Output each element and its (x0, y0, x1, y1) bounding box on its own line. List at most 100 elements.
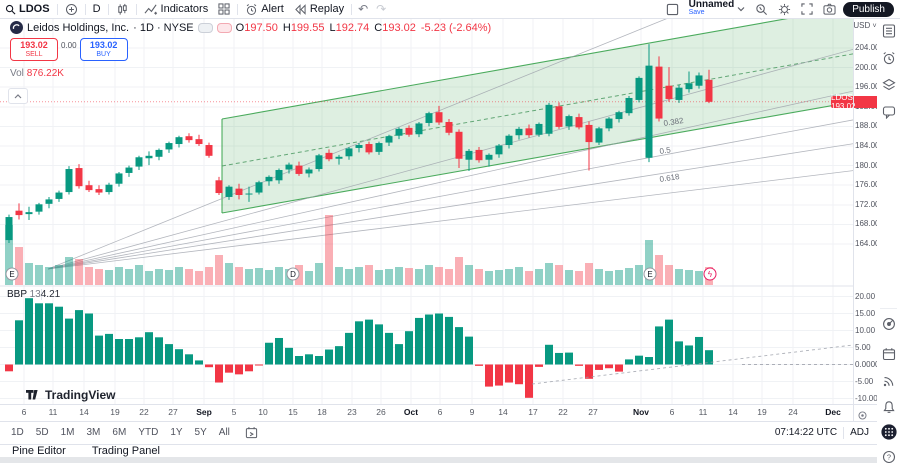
buy-price: 193.02 (89, 40, 118, 50)
collapse-pane-button[interactable] (8, 88, 28, 104)
time-tick: 11 (698, 407, 708, 417)
trend-line[interactable] (47, 142, 859, 270)
volume-bar (75, 259, 83, 285)
indicator-templates-button[interactable] (213, 0, 235, 18)
time-tick: 19 (757, 407, 767, 417)
range-1m[interactable]: 1M (60, 427, 75, 438)
settings-button[interactable] (773, 0, 796, 18)
range-5d[interactable]: 5D (35, 427, 49, 438)
fullscreen-button[interactable] (796, 0, 818, 18)
toolbar-right: Unnamed Save Publish (661, 0, 900, 18)
chart-style-button[interactable] (111, 0, 134, 18)
open-value: 197.50 (244, 21, 278, 34)
object-tree-button[interactable] (880, 76, 897, 93)
time-tick: 15 (288, 407, 298, 417)
currency-selector[interactable]: USD ˅ (853, 21, 877, 30)
range-5y[interactable]: 5Y (194, 427, 207, 438)
bbp-bar (255, 364, 263, 366)
alert-button[interactable]: Alert (240, 0, 289, 18)
range-1y[interactable]: 1Y (170, 427, 183, 438)
range-1d[interactable]: 1D (11, 427, 24, 438)
volume-bar (115, 267, 123, 285)
bbp-bar (465, 336, 473, 365)
help-button[interactable]: ? (880, 448, 897, 463)
axis-settings-button[interactable] (857, 408, 868, 426)
replay-button[interactable]: Replay (289, 0, 349, 18)
publish-button[interactable]: Publish (843, 1, 894, 17)
price-tick: 188.00 (855, 121, 880, 131)
buy-button[interactable]: 193.02 BUY (79, 38, 128, 61)
candle (405, 127, 413, 135)
notification-pill[interactable] (216, 22, 232, 33)
chat-bubble-icon (882, 105, 895, 119)
trend-line[interactable] (47, 169, 859, 270)
snapshot-button[interactable] (818, 0, 841, 18)
price-tick: 200.00 (855, 62, 880, 72)
window-bottom-strip (0, 457, 877, 463)
trend-line[interactable] (47, 9, 689, 270)
go-to-date-button[interactable] (245, 426, 258, 439)
volume-bar (595, 269, 603, 285)
bbp-bar (435, 313, 443, 365)
layout-select-button[interactable] (661, 0, 684, 18)
notifications-button[interactable] (880, 398, 897, 415)
range-all[interactable]: All (218, 427, 230, 438)
market-status-pill[interactable] (197, 22, 213, 33)
undo-button[interactable]: ↶ (358, 2, 369, 16)
flash-marker[interactable] (703, 267, 717, 281)
indicators-button[interactable]: Indicators (139, 0, 214, 18)
watchlist-button[interactable] (880, 22, 897, 39)
price-axis[interactable]: USD ˅ 204.00200.00196.00192.00188.00184.… (853, 18, 880, 421)
grid-icon (218, 3, 230, 15)
chat-button[interactable] (880, 103, 897, 120)
compare-button[interactable] (60, 0, 83, 18)
interval-button[interactable]: D (88, 0, 106, 18)
save-label[interactable]: Save (688, 9, 705, 16)
bbp-bar (25, 298, 33, 365)
volume-bar (565, 270, 573, 285)
volume-bar (365, 265, 373, 285)
volume-bar (265, 270, 273, 285)
ideas-button[interactable] (880, 315, 897, 332)
symbol-search-button[interactable]: LDOS (0, 0, 55, 18)
divider (843, 426, 845, 439)
clock-utc[interactable]: 07:14:22 UTC (774, 427, 838, 438)
bottom-toolbar-right: 07:14:22 UTC ADJ (774, 426, 877, 439)
volume-bar (235, 267, 243, 285)
earnings-marker[interactable] (5, 267, 19, 281)
trend-line[interactable] (47, 118, 859, 270)
apps-button[interactable] (880, 423, 897, 440)
streams-button[interactable] (880, 372, 897, 389)
sell-button[interactable]: 193.02 SELL (10, 38, 58, 61)
adj-toggle[interactable]: ADJ (850, 427, 869, 438)
quick-search-button[interactable] (750, 0, 773, 18)
time-tick: 23 (347, 407, 357, 417)
alerts-button[interactable] (880, 49, 897, 66)
candle (385, 136, 393, 143)
bbp-bar (605, 364, 613, 369)
tab-trading-panel[interactable]: Trading Panel (91, 444, 160, 457)
trend-line[interactable] (47, 89, 859, 270)
bbp-bar (175, 349, 183, 365)
bbp-bar (405, 331, 413, 365)
redo-button[interactable]: ↷ (376, 2, 387, 16)
dividend-marker[interactable] (286, 267, 300, 281)
time-axis[interactable]: 6 11 14 19 22 27 Sep 5 10 15 18 23 26 Oct 6 9 14 17 22 27 No… (0, 404, 853, 421)
symbol-legend[interactable]: Leidos Holdings, Inc. · 1D · NYSE O197.5… (10, 21, 491, 34)
volume-bar (5, 225, 13, 285)
range-ytd[interactable]: YTD (138, 427, 159, 438)
bbp-bar (555, 352, 563, 365)
range-3m[interactable]: 3M (86, 427, 101, 438)
layout-name-button[interactable]: Unnamed Save (684, 0, 751, 18)
trend-line[interactable] (47, 47, 859, 270)
calendar-button[interactable] (880, 345, 897, 362)
range-6m[interactable]: 6M (112, 427, 127, 438)
earnings-marker[interactable] (643, 267, 657, 281)
trend-channel[interactable] (222, 6, 858, 213)
bbp-indicator-legend[interactable]: BBP 13 4.21 (7, 289, 60, 300)
candle (295, 165, 303, 174)
tab-pine-editor[interactable]: Pine Editor (12, 444, 66, 457)
volume-bar (625, 268, 633, 285)
